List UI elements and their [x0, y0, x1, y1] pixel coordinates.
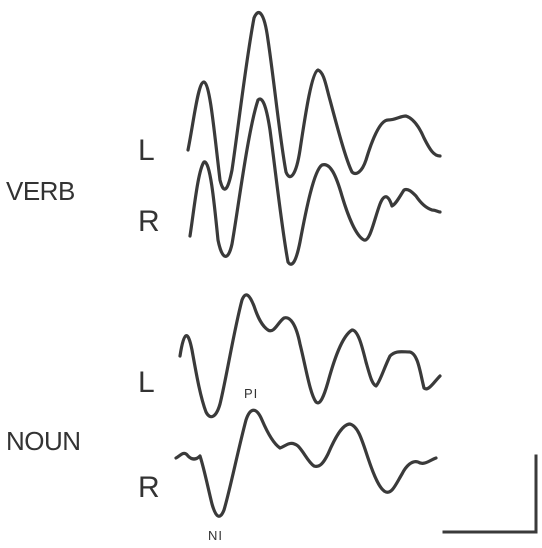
noun-group: NOUN L R PI NI	[6, 293, 442, 543]
verb-left-channel-label: L	[138, 134, 155, 167]
verb-right-waveform	[188, 97, 442, 266]
p1-peak-label: PI	[244, 386, 258, 401]
noun-right-channel-label: R	[138, 471, 160, 504]
noun-left-waveform	[178, 293, 442, 419]
verb-left-waveform	[186, 11, 442, 191]
noun-right-waveform	[174, 408, 438, 518]
n1-peak-label: NI	[208, 528, 223, 543]
verb-group: VERB L R	[6, 11, 442, 266]
verb-label: VERB	[6, 176, 75, 206]
verb-right-channel-label: R	[138, 205, 160, 238]
noun-label: NOUN	[6, 426, 81, 456]
calibration-scale-bar	[442, 454, 538, 534]
noun-left-channel-label: L	[138, 366, 155, 399]
